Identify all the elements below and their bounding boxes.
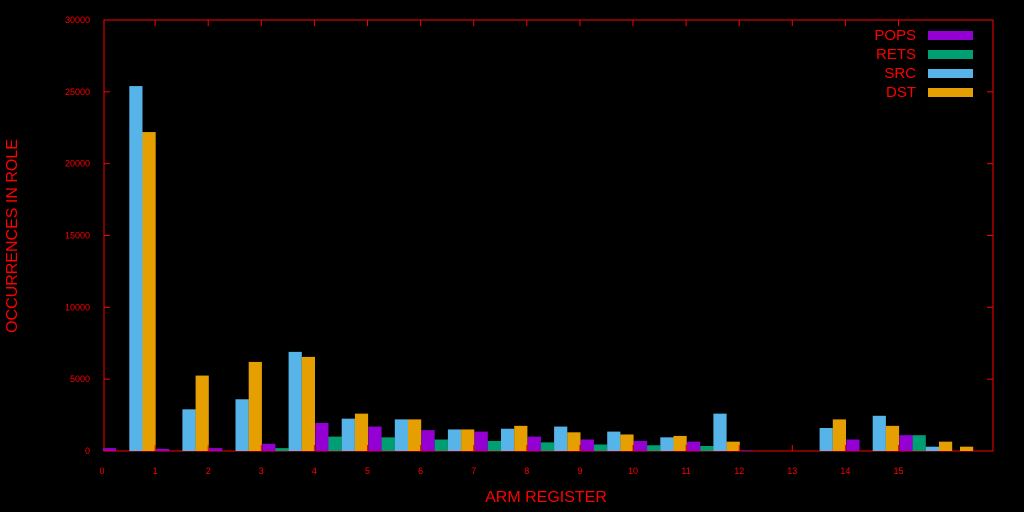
x-tick-label: 13 <box>787 466 797 476</box>
bar-src <box>182 409 196 451</box>
y-tick-label: 15000 <box>65 231 90 241</box>
legend-label-rets: RETS <box>876 46 916 63</box>
legend-label-dst: DST <box>886 84 916 101</box>
x-tick-label: 2 <box>206 466 211 476</box>
y-tick-label: 0 <box>85 446 90 456</box>
bar-src <box>235 399 249 451</box>
bar-dst <box>726 441 740 451</box>
bar-dst-extra <box>960 446 974 451</box>
bar-pops <box>156 448 170 451</box>
x-tick-label: 7 <box>471 466 476 476</box>
legend-swatch-pops <box>928 31 973 40</box>
bar-dst <box>248 361 262 451</box>
bar-src <box>288 351 302 451</box>
x-tick-label: 6 <box>418 466 423 476</box>
bar-dst <box>620 434 634 451</box>
bar-rets <box>594 444 608 451</box>
bar-src <box>341 418 355 451</box>
bar-pops <box>740 450 754 451</box>
bar-src <box>872 415 886 451</box>
bar-rets <box>540 442 555 451</box>
bar-src <box>554 426 568 451</box>
bar-src <box>925 446 939 451</box>
legend-swatch-src <box>928 69 973 78</box>
plot-frame <box>103 19 994 452</box>
x-tick-label: 11 <box>681 466 690 476</box>
x-tick-label: 15 <box>893 466 903 476</box>
bar-rets <box>328 436 342 451</box>
x-tick-label: 3 <box>259 466 264 476</box>
bar-pops <box>209 448 223 451</box>
y-tick-label: 5000 <box>70 374 90 384</box>
legend-swatch-dst <box>928 88 973 97</box>
bar-src <box>819 428 833 451</box>
legend-swatch-rets <box>928 50 973 59</box>
legend-label-src: SRC <box>884 65 916 82</box>
bar-dst <box>408 419 422 451</box>
bar-dst <box>195 375 209 451</box>
bar-pops <box>527 436 541 451</box>
bar-pops <box>687 441 701 451</box>
legend-label-pops: POPS <box>874 27 916 44</box>
bar-rets <box>275 448 289 451</box>
bar-pops <box>262 443 276 451</box>
bar-pops <box>633 440 648 451</box>
bar-src <box>394 419 408 451</box>
bar-dst <box>514 425 528 451</box>
bar-src <box>660 437 674 451</box>
bar-dst <box>673 435 687 451</box>
x-tick-label: 1 <box>153 466 158 476</box>
y-tick-label: 25000 <box>65 87 90 97</box>
x-tick-label: 10 <box>628 466 638 476</box>
bar-dst <box>832 419 846 451</box>
bar-src <box>713 413 727 451</box>
x-tick-label: 14 <box>840 466 850 476</box>
y-tick-label: 30000 <box>65 15 90 25</box>
bar-src <box>129 86 143 451</box>
bar-src <box>501 428 515 451</box>
bar-pops <box>102 448 117 451</box>
y-tick-label: 10000 <box>65 302 90 312</box>
bar-src <box>607 431 621 451</box>
bar-pops <box>368 426 382 451</box>
bar-pops <box>899 435 913 451</box>
bar-pops <box>580 439 594 451</box>
x-axis-label: ARM REGISTER <box>485 489 607 506</box>
x-tick-label: 5 <box>365 466 370 476</box>
bar-rets <box>700 445 714 451</box>
x-tick-label: 8 <box>524 466 529 476</box>
bar-rets <box>487 440 501 451</box>
x-tick-label: 9 <box>577 466 582 476</box>
bar-dst <box>301 356 315 451</box>
bar-pops <box>846 439 860 451</box>
bars-group <box>102 86 974 451</box>
legend: POPS RETS SRC DST <box>874 27 973 101</box>
bar-dst <box>567 432 581 451</box>
bar-dst <box>142 132 156 451</box>
bar-src <box>447 429 462 451</box>
y-axis-label: OCCURRENCES IN ROLE <box>4 139 21 333</box>
bar-dst <box>939 441 953 451</box>
bar-dst <box>461 429 475 451</box>
bar-pops <box>421 430 435 451</box>
y-axis-ticks: 0 5000 10000 15000 20000 25000 30000 <box>65 15 993 456</box>
x-tick-label: 4 <box>312 466 317 476</box>
bar-rets <box>912 435 926 451</box>
bar-pops <box>474 431 488 451</box>
y-tick-label: 20000 <box>65 159 90 169</box>
x-tick-label: 12 <box>734 466 744 476</box>
bar-rets <box>381 437 395 451</box>
x-axis-ticks: 0 1 2 3 4 5 6 7 8 9 10 11 12 13 14 15 <box>99 20 904 476</box>
bar-rets <box>647 445 661 451</box>
bar-dst <box>354 413 369 451</box>
x-tick-label: 0 <box>99 466 104 476</box>
bar-rets <box>434 439 448 451</box>
bar-pops <box>315 422 329 451</box>
bar-dst <box>885 425 900 451</box>
